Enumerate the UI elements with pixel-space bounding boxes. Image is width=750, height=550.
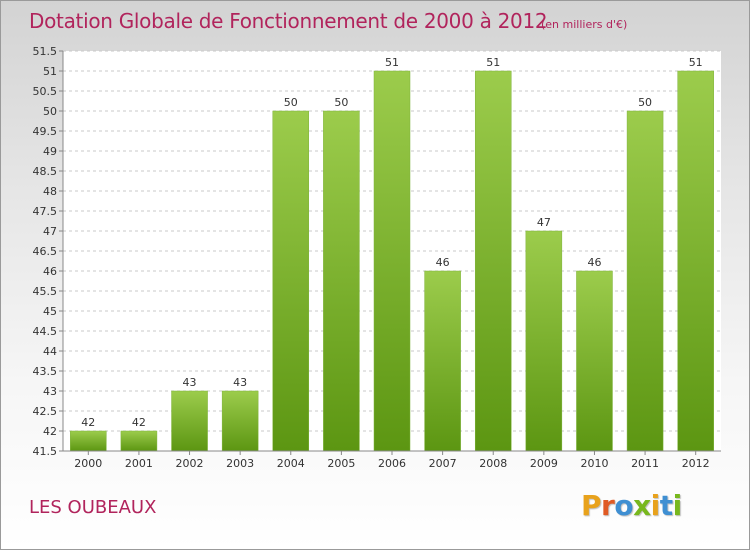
y-tick-label: 46 [43, 265, 57, 278]
x-tick-label: 2000 [74, 457, 102, 470]
bar [323, 110, 360, 452]
y-tick-label: 48.5 [33, 165, 58, 178]
bar [424, 270, 461, 452]
x-tick-label: 2012 [682, 457, 710, 470]
bar-value-label: 42 [81, 416, 95, 429]
y-tick-label: 41.5 [33, 445, 58, 458]
proxiti-logo[interactable]: Proxiti [581, 489, 682, 522]
y-tick-label: 46.5 [33, 245, 58, 258]
x-tick-label: 2006 [378, 457, 406, 470]
x-tick-label: 2003 [226, 457, 254, 470]
bar [70, 430, 107, 452]
y-tick-label: 44 [43, 345, 57, 358]
y-tick-label: 44.5 [33, 325, 58, 338]
x-tick-label: 2010 [580, 457, 608, 470]
bar [120, 430, 158, 452]
bar [677, 70, 714, 452]
y-tick-label: 42 [43, 425, 57, 438]
x-tick-label: 2008 [479, 457, 507, 470]
bar [576, 270, 613, 452]
x-tick-label: 2004 [277, 457, 305, 470]
x-tick-label: 2005 [327, 457, 355, 470]
logo-letter: P [581, 489, 602, 522]
bar [474, 70, 512, 452]
y-tick-label: 51.5 [33, 45, 58, 58]
logo-letter: t [659, 489, 673, 522]
x-tick-label: 2001 [125, 457, 153, 470]
bar-value-label: 50 [638, 96, 652, 109]
y-tick-label: 42.5 [33, 405, 58, 418]
commune-name: LES OUBEAUX [29, 497, 157, 518]
x-tick-label: 2009 [530, 457, 558, 470]
x-tick-label: 2011 [631, 457, 659, 470]
y-tick-label: 45 [43, 305, 57, 318]
y-tick-label: 50.5 [33, 85, 58, 98]
bar-value-label: 50 [284, 96, 298, 109]
bar [221, 390, 259, 452]
bar [171, 390, 208, 452]
chart-subtitle: (en milliers d'€) [541, 18, 628, 31]
bar-value-label: 46 [587, 256, 601, 269]
y-tick-label: 45.5 [33, 285, 58, 298]
bar [626, 110, 664, 452]
y-tick-label: 47 [43, 225, 57, 238]
bar [272, 110, 310, 452]
logo-letter: r [601, 489, 615, 522]
bar-value-label: 51 [689, 56, 703, 69]
y-tick-label: 43.5 [33, 365, 58, 378]
x-tick-label: 2007 [429, 457, 457, 470]
bar-value-label: 42 [132, 416, 146, 429]
bar-value-label: 47 [537, 216, 551, 229]
bar-value-label: 51 [486, 56, 500, 69]
logo-letter: i [650, 489, 661, 522]
y-tick-label: 49 [43, 145, 57, 158]
bar [525, 230, 563, 452]
logo-letter: o [614, 489, 634, 522]
y-tick-label: 47.5 [33, 205, 58, 218]
bar-value-label: 51 [385, 56, 399, 69]
chart-title: Dotation Globale de Fonctionnement de 20… [29, 9, 548, 33]
y-tick-label: 51 [43, 65, 57, 78]
bar-value-label: 43 [233, 376, 247, 389]
y-tick-label: 48 [43, 185, 57, 198]
y-tick-label: 49.5 [33, 125, 58, 138]
bar-value-label: 46 [436, 256, 450, 269]
bar-value-label: 43 [183, 376, 197, 389]
y-tick-label: 43 [43, 385, 57, 398]
bar-value-label: 50 [334, 96, 348, 109]
x-tick-label: 2002 [176, 457, 204, 470]
y-tick-label: 50 [43, 105, 57, 118]
logo-letter: x [633, 489, 651, 522]
bar [373, 70, 411, 452]
logo-letter: i [672, 489, 683, 522]
